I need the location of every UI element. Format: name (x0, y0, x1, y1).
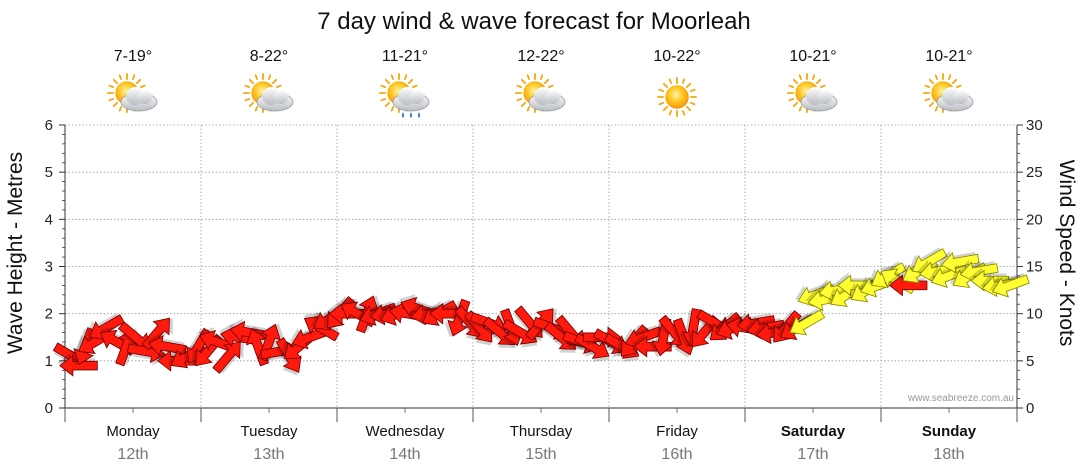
day-label: Friday (656, 423, 698, 440)
cloud-puff (818, 90, 832, 104)
wind-arrow (212, 341, 244, 374)
rain-drop (418, 112, 420, 118)
wind-arrow (938, 250, 980, 274)
date-label: 16th (661, 446, 692, 463)
sun-cloud-icon (243, 73, 294, 113)
date-label: 18th (933, 446, 964, 463)
left-tick-label: 4 (45, 211, 53, 228)
wind-arrow (786, 308, 826, 336)
day-label: Monday (106, 423, 160, 440)
chart-title: 7 day wind & wave forecast for Moorleah (317, 8, 751, 35)
temp-label: 7-19° (114, 48, 152, 65)
cloud-shape (256, 87, 294, 112)
sun-cloud-icon (515, 73, 566, 113)
wind-arrow-body (59, 354, 98, 377)
sun-cloud-icon (787, 73, 838, 113)
cloud-shape (392, 87, 430, 112)
wind-arrow (989, 272, 1030, 298)
right-axis: 0 5 10 15 20 25 30 (1016, 117, 1043, 417)
weather-row: 7-19° 8-22° 11-21° 12-22° 10-22° 10-21° 10-21° (107, 48, 974, 118)
right-tick-label: 10 (1026, 306, 1043, 323)
sun-cloud-icon (923, 73, 974, 113)
sun-shape (657, 77, 697, 117)
rain-drops (402, 112, 420, 118)
left-tick-label: 6 (45, 117, 53, 134)
cloud-shape (800, 87, 838, 112)
sun-cloud-icon (107, 73, 158, 113)
day-label: Sunday (922, 423, 977, 440)
left-tick-label: 2 (45, 306, 53, 323)
sun-icon (657, 77, 697, 117)
wind-arrow-body (940, 251, 980, 274)
temp-label: 10-21° (925, 48, 972, 65)
wind-arrow (57, 352, 98, 377)
cloud-puff (954, 90, 968, 104)
date-label: 15th (525, 446, 556, 463)
day-labels: Monday 12th Tuesday 13th Wednesday 14th Thursd… (64, 408, 1018, 463)
cloud-puff (410, 90, 424, 104)
wind-arrow-body (888, 274, 928, 297)
right-axis-label: Wind Speed - Knots (1055, 160, 1078, 347)
credit-text: www.seabreeze.com.au (907, 393, 1014, 404)
cloud-shape (936, 87, 974, 112)
date-label: 13th (253, 446, 284, 463)
temp-label: 10-21° (789, 48, 836, 65)
day-label: Wednesday (366, 423, 445, 440)
cloud-shape (120, 87, 158, 112)
wind-arrow-body (447, 298, 471, 337)
temp-label: 10-22° (653, 48, 700, 65)
left-axis-label: Wave Height - Metres (4, 152, 27, 354)
wind-arrow-body (991, 274, 1030, 298)
day-label: Tuesday (241, 423, 298, 440)
temp-label: 8-22° (250, 48, 288, 65)
temp-label: 11-21° (382, 48, 428, 65)
wind-arrow-body (633, 335, 672, 358)
wind-arrow (631, 333, 672, 358)
temp-label: 12-22° (517, 48, 564, 65)
cloud-puff (138, 90, 152, 104)
wind-arrow-body (789, 309, 826, 336)
date-label: 14th (389, 446, 420, 463)
day-label: Thursday (510, 423, 573, 440)
right-tick-label: 0 (1026, 400, 1034, 417)
wind-arrows (52, 247, 1030, 377)
wind-arrow-body (212, 341, 241, 374)
left-tick-label: 5 (45, 164, 53, 181)
cloud-shape (528, 87, 566, 112)
date-label: 17th (797, 446, 828, 463)
left-tick-label: 3 (45, 259, 53, 276)
cloud-puff (274, 90, 288, 104)
day-label: Saturday (781, 423, 846, 440)
right-tick-label: 25 (1026, 164, 1043, 181)
rain-drop (410, 112, 412, 118)
wind-arrow (957, 259, 999, 283)
left-tick-label: 1 (45, 353, 53, 370)
wind-arrow (887, 272, 928, 297)
right-tick-label: 30 (1026, 117, 1043, 134)
date-label: 12th (117, 446, 148, 463)
sun-cloud-rain-icon (379, 73, 430, 118)
rain-drop (402, 112, 404, 118)
left-tick-label: 0 (45, 400, 53, 417)
wind-arrow-body (141, 317, 170, 351)
right-tick-label: 15 (1026, 259, 1043, 276)
right-tick-label: 5 (1026, 353, 1034, 370)
cloud-puff (546, 90, 560, 104)
right-tick-label: 20 (1026, 211, 1043, 228)
